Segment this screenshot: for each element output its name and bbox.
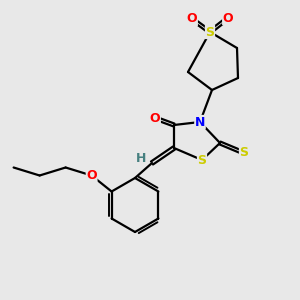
Text: O: O	[187, 13, 197, 26]
Text: O: O	[150, 112, 160, 124]
Text: N: N	[195, 116, 205, 128]
Text: O: O	[223, 11, 233, 25]
Text: S: S	[197, 154, 206, 166]
Text: O: O	[86, 169, 97, 182]
Text: S: S	[239, 146, 248, 160]
Text: S: S	[206, 26, 214, 38]
Text: H: H	[136, 152, 146, 164]
